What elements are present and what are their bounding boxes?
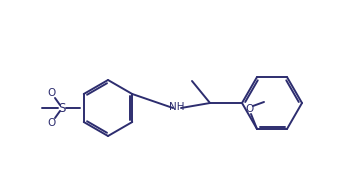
Text: NH: NH [169, 102, 185, 112]
Text: O: O [48, 118, 56, 128]
Text: O: O [48, 88, 56, 98]
Text: S: S [58, 101, 66, 115]
Text: O: O [245, 104, 253, 114]
